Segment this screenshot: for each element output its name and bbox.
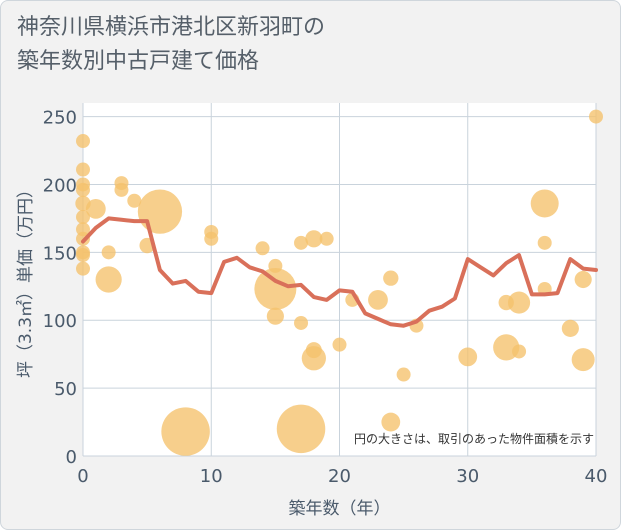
bubble-point [76, 134, 90, 149]
chart-title: 神奈川県横浜市港北区新羽町の 築年数別中古戸建て価格 [17, 11, 325, 79]
x-axis-title: 築年数（年） [289, 499, 391, 519]
bubble-point [266, 307, 284, 325]
bubble-point [294, 315, 309, 330]
y-tick-label: 100 [43, 311, 77, 332]
bubble-point [537, 235, 552, 250]
y-axis-title: 坪（3.3㎡）単価（万円） [16, 181, 36, 378]
bubble-point [101, 245, 116, 260]
bubble-point [76, 182, 90, 197]
chart-title-line-2: 築年数別中古戸建て価格 [17, 49, 260, 74]
bubble-point [95, 266, 122, 293]
bubble-point [276, 404, 326, 454]
y-tick-label: 250 [43, 108, 77, 129]
average-price-line [81, 216, 598, 328]
bubble-point [458, 347, 478, 367]
bubble-point [305, 230, 323, 248]
bubble-point [76, 210, 90, 225]
bubble-point [530, 189, 559, 218]
bubble-point [368, 289, 388, 310]
bubble-point [571, 348, 595, 372]
bubble-point [127, 193, 142, 208]
bubble-point [294, 235, 309, 250]
x-tick-label: 40 [585, 466, 608, 487]
bubble-point [255, 241, 270, 256]
bubble-point [319, 231, 334, 246]
bubble-point [76, 261, 90, 276]
bubble-point [561, 319, 579, 337]
bubble-point [396, 367, 411, 382]
x-tick-label: 10 [200, 466, 223, 487]
y-tick-label: 150 [43, 243, 77, 264]
axis-ticks: 0 50 100 150 200 250 0 10 20 30 40 [43, 108, 608, 487]
bubble-point [161, 407, 210, 456]
x-tick-label: 0 [77, 466, 88, 487]
y-tick-label: 200 [43, 175, 77, 196]
y-tick-label: 50 [54, 379, 77, 400]
bubble-size-note: 円の大きさは、取引のあった物件面積を示す [354, 431, 594, 446]
bubble-point [589, 109, 603, 124]
x-tick-label: 20 [328, 466, 351, 487]
bubble-point [301, 346, 326, 371]
grid-lines [82, 103, 597, 457]
bubble-point [507, 291, 531, 314]
bubble-point [383, 270, 399, 286]
bubble-point [76, 162, 90, 177]
chart-title-line-1: 神奈川県横浜市港北区新羽町の [17, 15, 326, 40]
bubble-point [85, 199, 106, 219]
bubble-point [512, 344, 527, 359]
bubble-point [381, 412, 401, 432]
bubble-point [114, 182, 129, 197]
x-tick-label: 30 [456, 466, 479, 487]
bubble-point [574, 270, 592, 289]
y-tick-label: 0 [66, 447, 77, 468]
bubble-point [76, 248, 90, 263]
bubble-point [254, 268, 297, 311]
transaction-bubbles [75, 109, 603, 456]
bubble-point [204, 231, 219, 246]
bubble-point [137, 189, 183, 234]
bubble-point [332, 337, 347, 352]
